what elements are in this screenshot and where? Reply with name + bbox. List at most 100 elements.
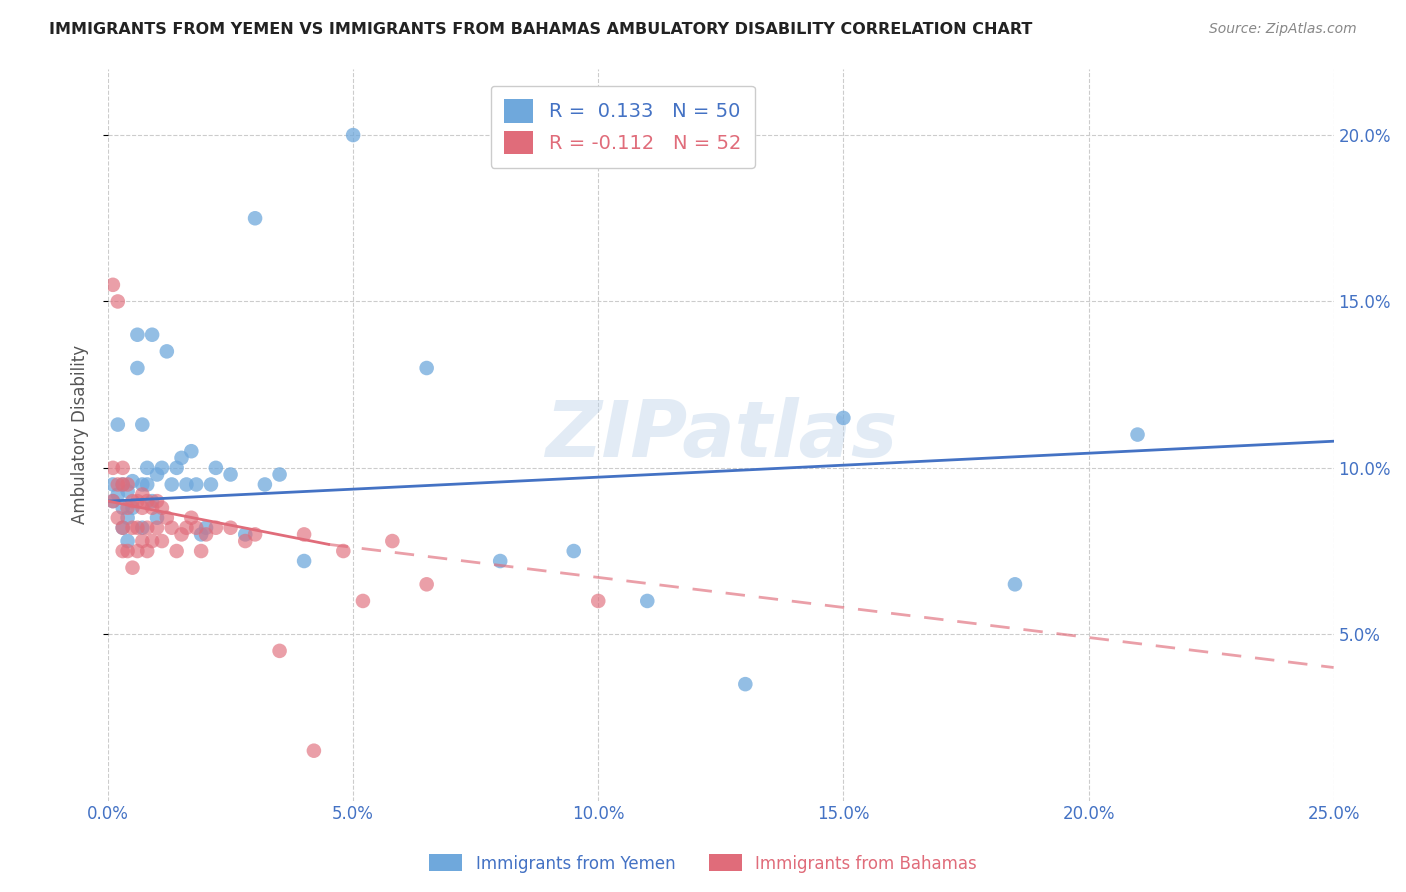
Point xyxy=(219,467,242,482)
Point xyxy=(107,417,129,432)
Point xyxy=(160,521,183,535)
Point xyxy=(170,450,193,465)
Point xyxy=(131,487,153,501)
Point xyxy=(186,521,208,535)
Legend: Immigrants from Yemen, Immigrants from Bahamas: Immigrants from Yemen, Immigrants from B… xyxy=(422,847,984,880)
Point xyxy=(117,510,139,524)
Point xyxy=(186,477,208,491)
Point xyxy=(734,677,756,691)
Point xyxy=(107,487,129,501)
Point xyxy=(176,477,198,491)
Point xyxy=(415,361,437,376)
Point xyxy=(205,521,228,535)
Point xyxy=(117,544,139,558)
Point xyxy=(141,494,163,508)
Point xyxy=(146,521,169,535)
Point xyxy=(342,128,364,142)
Point xyxy=(121,560,143,574)
Point xyxy=(146,467,169,482)
Point xyxy=(243,527,266,541)
Text: Source: ZipAtlas.com: Source: ZipAtlas.com xyxy=(1209,22,1357,37)
Point xyxy=(150,534,173,549)
Text: ZIPatlas: ZIPatlas xyxy=(544,397,897,473)
Point xyxy=(107,477,129,491)
Point xyxy=(101,460,124,475)
Point xyxy=(166,460,188,475)
Point xyxy=(190,544,212,558)
Point xyxy=(131,521,153,535)
Point xyxy=(131,417,153,432)
Y-axis label: Ambulatory Disability: Ambulatory Disability xyxy=(72,345,89,524)
Point xyxy=(111,521,134,535)
Point xyxy=(195,527,218,541)
Point xyxy=(111,460,134,475)
Point xyxy=(190,527,212,541)
Point xyxy=(233,527,256,541)
Legend: R =  0.133   N = 50, R = -0.112   N = 52: R = 0.133 N = 50, R = -0.112 N = 52 xyxy=(491,86,755,168)
Point xyxy=(1004,577,1026,591)
Point xyxy=(111,477,134,491)
Point xyxy=(117,484,139,499)
Point xyxy=(160,477,183,491)
Point xyxy=(101,277,124,292)
Point xyxy=(302,744,325,758)
Point xyxy=(121,474,143,488)
Point xyxy=(127,494,149,508)
Point xyxy=(136,460,159,475)
Point xyxy=(127,361,149,376)
Point xyxy=(141,534,163,549)
Point xyxy=(121,500,143,515)
Point xyxy=(117,534,139,549)
Point xyxy=(117,500,139,515)
Point xyxy=(146,494,169,508)
Point xyxy=(1126,427,1149,442)
Point xyxy=(489,554,512,568)
Point xyxy=(832,411,855,425)
Point xyxy=(111,544,134,558)
Point xyxy=(127,327,149,342)
Point xyxy=(101,494,124,508)
Point xyxy=(136,494,159,508)
Point xyxy=(415,577,437,591)
Point xyxy=(292,527,315,541)
Point xyxy=(170,527,193,541)
Point xyxy=(205,460,228,475)
Point xyxy=(332,544,354,558)
Point xyxy=(180,444,202,458)
Point xyxy=(586,594,609,608)
Point xyxy=(117,477,139,491)
Point xyxy=(111,500,134,515)
Point xyxy=(243,211,266,226)
Point xyxy=(101,494,124,508)
Point xyxy=(136,477,159,491)
Point xyxy=(127,544,149,558)
Point xyxy=(150,460,173,475)
Point xyxy=(136,521,159,535)
Point xyxy=(562,544,585,558)
Point xyxy=(141,500,163,515)
Point xyxy=(269,467,291,482)
Point xyxy=(136,544,159,558)
Point xyxy=(292,554,315,568)
Point xyxy=(121,494,143,508)
Point xyxy=(166,544,188,558)
Point xyxy=(121,521,143,535)
Point xyxy=(127,521,149,535)
Point xyxy=(381,534,404,549)
Text: IMMIGRANTS FROM YEMEN VS IMMIGRANTS FROM BAHAMAS AMBULATORY DISABILITY CORRELATI: IMMIGRANTS FROM YEMEN VS IMMIGRANTS FROM… xyxy=(49,22,1032,37)
Point xyxy=(131,534,153,549)
Point xyxy=(131,477,153,491)
Point xyxy=(111,521,134,535)
Point xyxy=(101,477,124,491)
Point xyxy=(156,510,179,524)
Point xyxy=(219,521,242,535)
Point xyxy=(156,344,179,359)
Point xyxy=(253,477,276,491)
Point xyxy=(352,594,374,608)
Point xyxy=(176,521,198,535)
Point xyxy=(195,521,218,535)
Point xyxy=(180,510,202,524)
Point xyxy=(107,510,129,524)
Point xyxy=(131,500,153,515)
Point xyxy=(111,477,134,491)
